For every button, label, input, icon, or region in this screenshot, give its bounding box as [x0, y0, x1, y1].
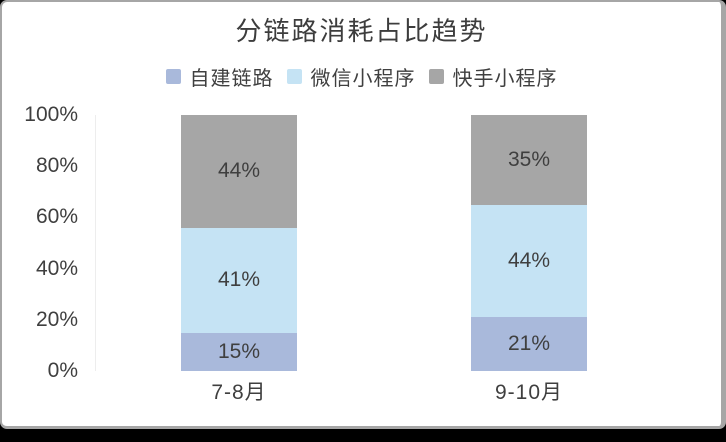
chart-card: 分链路消耗占比趋势 自建链路 微信小程序 快手小程序 0% 20% 40% 60% 80% 1… — [0, 0, 726, 429]
legend-item-1: 微信小程序 — [286, 62, 416, 91]
bar-segment-label: 15% — [217, 339, 261, 363]
bar-segment: 35% — [471, 115, 587, 205]
y-axis-tick-label: 100% — [24, 103, 78, 126]
bar-segment: 44% — [181, 115, 297, 228]
legend-swatch-icon — [286, 69, 302, 84]
x-axis-label: 7-8月 — [211, 381, 267, 404]
legend-label: 自建链路 — [189, 68, 274, 90]
bar-segment: 41% — [181, 227, 297, 333]
chart-title: 分链路消耗占比趋势 — [235, 16, 488, 46]
bar-segment: 15% — [181, 332, 297, 371]
y-axis-line — [95, 115, 96, 371]
legend-label: 微信小程序 — [310, 68, 416, 90]
bar-segment-label: 35% — [507, 147, 551, 171]
legend-item-0: 自建链路 — [165, 62, 274, 91]
legend-swatch-icon — [165, 69, 181, 84]
bar-segment-label: 44% — [217, 159, 261, 183]
chart-legend: 自建链路 微信小程序 快手小程序 — [2, 62, 721, 91]
legend-label: 快手小程序 — [452, 68, 558, 90]
y-axis-tick-label: 60% — [35, 205, 78, 229]
y-axis-tick-label: 80% — [35, 154, 78, 178]
y-axis-tick-label: 0% — [47, 359, 78, 382]
legend-swatch-icon — [428, 69, 444, 84]
bar-segment-label: 41% — [217, 268, 261, 292]
y-axis-tick-label: 20% — [35, 307, 78, 331]
y-axis-tick-label: 40% — [35, 256, 78, 280]
bar-segment: 44% — [471, 204, 587, 318]
x-axis-label: 9-10月 — [494, 381, 564, 404]
bar-segment: 21% — [471, 317, 587, 371]
legend-item-2: 快手小程序 — [428, 62, 558, 91]
bar-segment-label: 44% — [507, 248, 551, 272]
bar-segment-label: 21% — [507, 332, 551, 356]
